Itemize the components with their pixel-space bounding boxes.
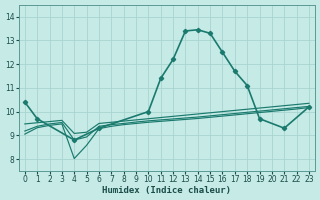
X-axis label: Humidex (Indice chaleur): Humidex (Indice chaleur) bbox=[102, 186, 231, 195]
